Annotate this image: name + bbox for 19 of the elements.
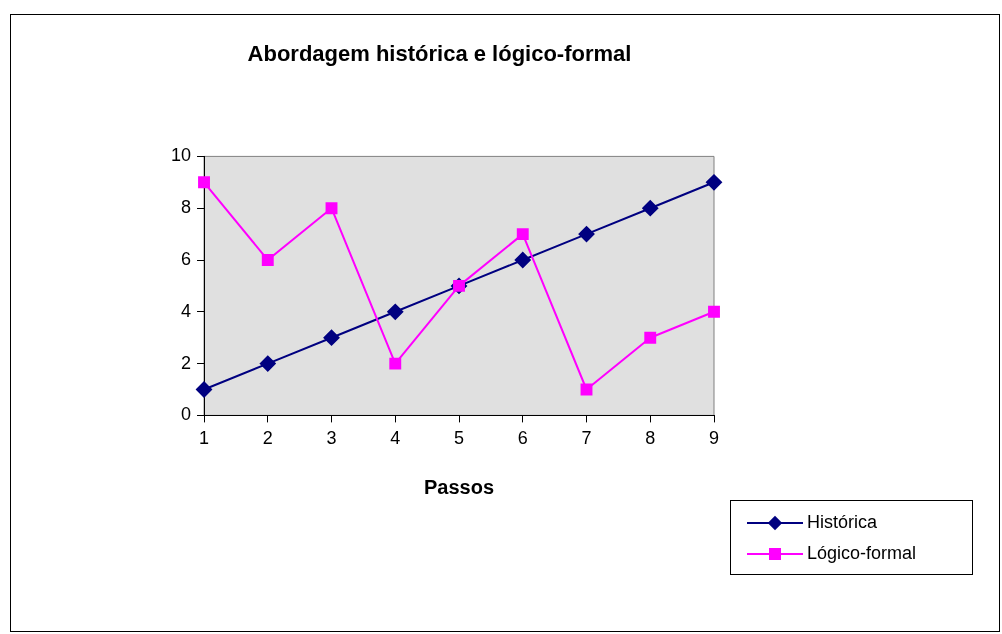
- x-tick-label: 8: [645, 428, 656, 449]
- x-tick-label: 3: [326, 428, 337, 449]
- y-tick-label: 8: [181, 197, 192, 218]
- x-tick-label: 4: [390, 428, 401, 449]
- y-tick-label: 6: [181, 248, 192, 269]
- x-tick-label: 7: [581, 428, 592, 449]
- x-tick-label: 1: [199, 428, 210, 449]
- y-tick-label: 2: [181, 352, 192, 373]
- y-tick-label: 0: [181, 404, 192, 425]
- y-tick-label: 10: [170, 145, 192, 166]
- legend-label: Histórica: [807, 512, 878, 533]
- x-axis-title: Passos: [423, 475, 495, 498]
- legend-label: Lógico-formal: [807, 543, 917, 564]
- x-tick-label: 5: [454, 428, 465, 449]
- y-tick-label: 4: [181, 300, 192, 321]
- chart-title: Abordagem histórica e lógico-formal: [247, 41, 632, 67]
- x-tick-label: 9: [708, 428, 720, 449]
- x-tick-label: 6: [517, 428, 528, 449]
- x-tick-label: 2: [262, 428, 273, 449]
